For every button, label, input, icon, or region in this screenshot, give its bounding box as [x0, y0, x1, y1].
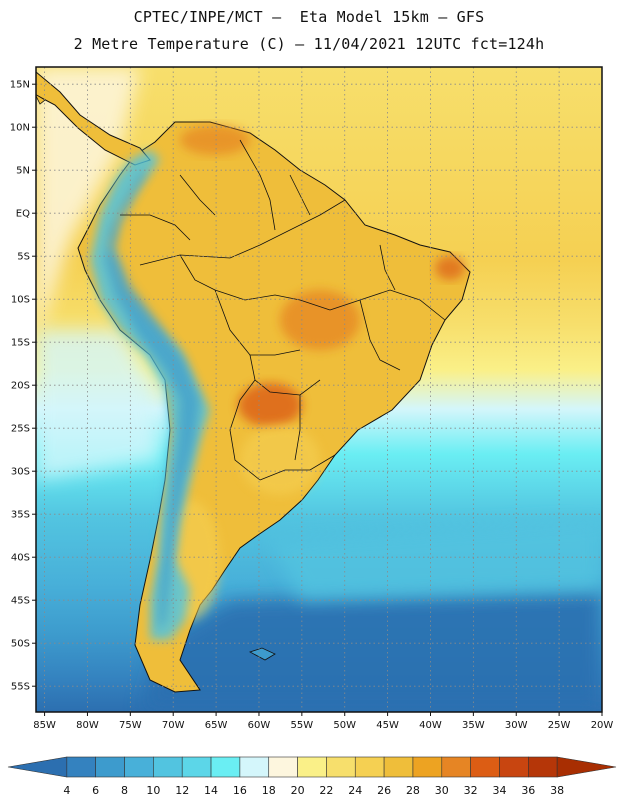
colorbar-label: 34: [492, 784, 506, 797]
lon-tick-label: 20W: [591, 720, 614, 731]
lat-tick-label: 5S: [17, 252, 30, 263]
colorbar-cell: [124, 756, 154, 778]
hot-zone-central-brazil: [280, 290, 360, 350]
hot-zone-venezuela: [180, 125, 250, 155]
colorbar-label: 32: [464, 784, 478, 797]
colorbar-cell: [326, 756, 356, 778]
lat-tick-label: 50S: [11, 639, 30, 650]
lon-tick-label: 65W: [205, 720, 228, 731]
colorbar-label: 28: [406, 784, 420, 797]
lat-tick-label: 20S: [11, 381, 30, 392]
colorbar-cell: [95, 756, 125, 778]
colorbar-cell: [268, 756, 298, 778]
south-atlantic-cool: [270, 520, 602, 600]
longitude-labels: 85W 80W 75W 70W 65W 60W 55W 50W 45W 40W 35W 30W 25W 2…: [33, 720, 613, 731]
colorbar-label: 4: [63, 784, 70, 797]
lat-tick-label: 25S: [11, 424, 30, 435]
lat-tick-label: 15N: [10, 80, 30, 91]
lon-tick-label: 60W: [248, 720, 271, 731]
colorbar-label: 24: [348, 784, 362, 797]
lon-tick-label: 55W: [291, 720, 314, 731]
hot-zone-northeast: [435, 256, 465, 280]
colorbar-label: 36: [521, 784, 535, 797]
colorbar-label: 12: [175, 784, 189, 797]
pacific-pale-band: [36, 67, 140, 330]
colorbar-label: 18: [262, 784, 276, 797]
colorbar-cell: [383, 756, 414, 778]
lat-tick-label: 40S: [11, 553, 30, 564]
pacific-cool-band: [36, 330, 160, 480]
lon-tick-label: 50W: [333, 720, 356, 731]
colorbar-cell: [239, 756, 270, 778]
lat-tick-label: EQ: [16, 209, 30, 220]
colorbar-cell: [499, 756, 529, 778]
colorbar-label: 20: [291, 784, 305, 797]
chart-title: CPTEC/INPE/MCT – Eta Model 15km – GFS 2 …: [0, 4, 618, 58]
lon-tick-label: 40W: [419, 720, 442, 731]
lon-tick-label: 85W: [33, 720, 56, 731]
lat-tick-label: 5N: [16, 166, 30, 177]
colorbar-cell: [556, 756, 617, 778]
colorbar-label: 26: [377, 784, 391, 797]
mild-zone-south: [240, 425, 320, 495]
lon-tick-label: 75W: [119, 720, 142, 731]
colorbar-label: 14: [204, 784, 218, 797]
colorbar-cell: [412, 756, 443, 778]
colorbar-label: 38: [550, 784, 564, 797]
map-field: [36, 67, 602, 712]
colorbar: [7, 756, 617, 778]
colorbar-cell: [7, 756, 68, 778]
colorbar-cell: [470, 756, 500, 778]
south-cold-patch: [140, 590, 602, 712]
colorbar-cell: [528, 756, 558, 778]
colorbar-cell: [354, 756, 385, 778]
title-line-1: CPTEC/INPE/MCT – Eta Model 15km – GFS: [133, 8, 485, 26]
lon-tick-label: 70W: [162, 720, 185, 731]
colorbar-labels: 4 6 8 10 12 14 16 18 20 22 24 26 28 30 32 34 36 38: [63, 784, 564, 797]
colorbar-label: 6: [92, 784, 99, 797]
lon-tick-label: 35W: [462, 720, 485, 731]
andes-cold-band: [90, 150, 210, 640]
colorbar-label: 8: [121, 784, 128, 797]
colorbar-cell: [441, 756, 471, 778]
title-line-2: 2 Metre Temperature (C) – 11/04/2021 12U…: [73, 35, 545, 53]
lat-tick-label: 10N: [10, 123, 30, 134]
lat-tick-label: 30S: [11, 467, 30, 478]
lat-tick-label: 15S: [11, 338, 30, 349]
map-frame: [35, 66, 603, 713]
lat-tick-label: 45S: [11, 596, 30, 607]
lon-tick-label: 80W: [76, 720, 99, 731]
colorbar-label: 10: [146, 784, 160, 797]
colorbar-cell: [210, 756, 241, 778]
latitude-labels: 15N 10N 5N EQ 5S 10S 15S 20S 25S 30S 35S 40S 45S 50S 5…: [10, 80, 30, 693]
lon-tick-label: 30W: [505, 720, 528, 731]
country-borders: [120, 139, 446, 481]
colorbar-cell: [297, 756, 327, 778]
colorbar-label: 30: [435, 784, 449, 797]
colorbar-cell: [181, 756, 212, 778]
lat-tick-label: 35S: [11, 510, 30, 521]
colorbar-label: 16: [233, 784, 247, 797]
lon-tick-label: 45W: [376, 720, 399, 731]
lat-tick-label: 10S: [11, 295, 30, 306]
lon-tick-label: 25W: [548, 720, 571, 731]
colorbar-cell: [153, 756, 183, 778]
lat-tick-label: 55S: [11, 682, 30, 693]
falkland-islands: [248, 647, 276, 661]
island: [36, 94, 46, 105]
colorbar-cell: [66, 756, 96, 778]
colorbar-label: 22: [319, 784, 333, 797]
